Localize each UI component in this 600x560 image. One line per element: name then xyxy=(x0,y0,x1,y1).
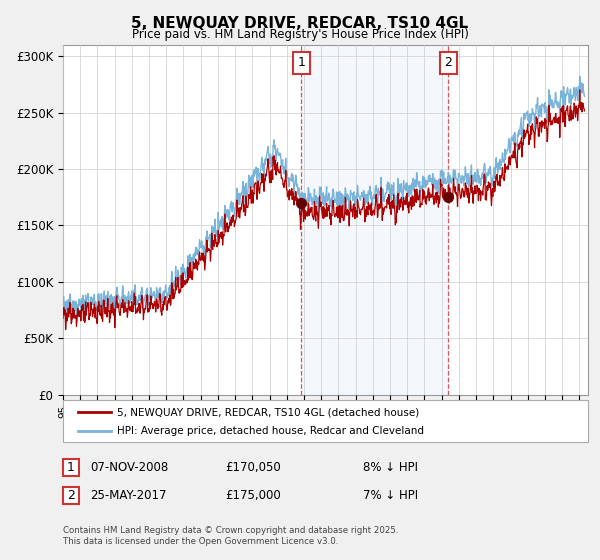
Text: 1: 1 xyxy=(67,461,75,474)
Text: 1: 1 xyxy=(298,57,305,69)
Text: 5, NEWQUAY DRIVE, REDCAR, TS10 4GL: 5, NEWQUAY DRIVE, REDCAR, TS10 4GL xyxy=(131,16,469,31)
Text: 07-NOV-2008: 07-NOV-2008 xyxy=(90,461,168,474)
Text: HPI: Average price, detached house, Redcar and Cleveland: HPI: Average price, detached house, Redc… xyxy=(117,426,424,436)
Text: 2: 2 xyxy=(67,489,75,502)
Text: 25-MAY-2017: 25-MAY-2017 xyxy=(90,489,167,502)
Text: £175,000: £175,000 xyxy=(225,489,281,502)
Text: 2: 2 xyxy=(445,57,452,69)
Text: 5, NEWQUAY DRIVE, REDCAR, TS10 4GL (detached house): 5, NEWQUAY DRIVE, REDCAR, TS10 4GL (deta… xyxy=(117,407,419,417)
Text: £170,050: £170,050 xyxy=(225,461,281,474)
Text: 7% ↓ HPI: 7% ↓ HPI xyxy=(363,489,418,502)
Bar xyxy=(301,45,448,395)
Text: Contains HM Land Registry data © Crown copyright and database right 2025.
This d: Contains HM Land Registry data © Crown c… xyxy=(63,526,398,546)
Text: 8% ↓ HPI: 8% ↓ HPI xyxy=(363,461,418,474)
Text: Price paid vs. HM Land Registry's House Price Index (HPI): Price paid vs. HM Land Registry's House … xyxy=(131,28,469,41)
